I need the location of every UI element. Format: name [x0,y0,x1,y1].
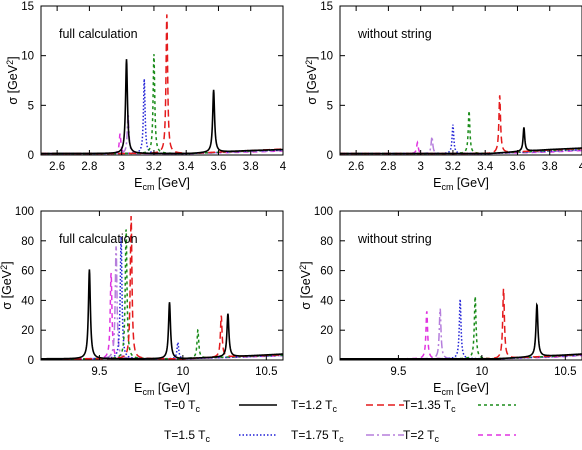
series-line-t-0-t-c [340,302,582,360]
x-tick-label: 3.2 [445,161,461,173]
legend-entry: T=1.35 Tc [403,398,516,414]
x-tick-label: 2.8 [380,161,396,173]
plot-area [340,95,582,155]
y-tick-label: 100 [15,206,34,218]
series-line-t-1-5-t-c [340,299,582,360]
plot-area [41,14,283,155]
x-tick-label: 2.8 [81,161,97,173]
y-axis-label: σ [GeV2] [0,261,14,309]
legend-label: T=1.75 Tc [291,428,344,444]
series-line-t-0-t-c [41,59,283,155]
plot-area [340,288,582,360]
plot-frame [40,210,284,361]
y-axis-label: σ [GeV2] [298,261,313,309]
series-line-t-2-t-c [41,272,283,360]
x-tick-label: 3.8 [243,161,259,173]
x-axis-label: Ecm [GeV] [134,176,190,192]
x-tick-label: 10.5 [255,366,277,378]
series-line-t-1-35-t-c [340,296,582,360]
chart-panel-bottom-right: 9.5 10 10.5 0 20 40 60 80 100 Ecm [GeV] σ [GeV2] wi… [298,206,582,397]
x-tick-label: 3.4 [178,161,195,173]
x-tick-label: 10 [475,366,488,378]
legend-label: T=2 Tc [403,428,439,444]
x-tick-label: 4 [579,161,582,173]
series-line-t-1-75-t-c [41,246,283,360]
chart-panel-bottom-left: 9.5 10 10.5 0 20 40 60 80 100 Ecm [GeV] σ [GeV2] fu… [0,206,284,397]
legend-label: T=0 Tc [164,398,200,414]
series-line-t-1-5-t-c [41,78,283,155]
x-tick-label: 10 [176,366,189,378]
x-tick-label: 10.5 [554,366,576,378]
legend-label: T=1.2 Tc [291,398,337,414]
legend-entry: T=1.5 Tc [164,428,277,444]
x-tick-label: 3.6 [210,161,226,173]
y-tick-label: 40 [320,295,333,307]
legend-label: T=1.5 Tc [164,428,210,444]
y-tick-label: 100 [314,206,333,218]
y-tick-label: 0 [28,150,34,162]
y-tick-label: 5 [327,100,333,112]
y-tick-label: 20 [21,325,34,337]
series-line-t-1-2-t-c [340,288,582,360]
y-axis-label: σ [GeV2] [5,56,20,104]
y-tick-label: 80 [21,236,34,248]
series-line-t-1-35-t-c [41,229,283,360]
legend-entry: T=0 Tc [164,398,277,414]
y-tick-label: 0 [327,355,333,367]
y-tick-label: 20 [320,325,333,337]
x-tick-label: 3 [118,161,124,173]
plot-area [41,216,283,360]
legend-entry: T=2 Tc [403,428,516,444]
y-tick-label: 0 [327,150,333,162]
y-tick-label: 80 [320,236,333,248]
series-line-t-0-t-c [340,127,582,155]
x-tick-label: 3.4 [477,161,494,173]
x-tick-label: 3.2 [146,161,162,173]
x-tick-label: 2.6 [49,161,65,173]
panel-annotation: without string [357,27,432,41]
legend-entry: T=1.75 Tc [291,428,404,444]
x-axis-label: Ecm [GeV] [433,176,489,192]
chart-panel-top-left: 2.6 2.8 3 3.2 3.4 3.6 3.8 4 0 5 10 15 Ecm [GeV] σ [Ge… [5,1,287,192]
chart-panel-top-right: 2.6 2.8 3 3.2 3.4 3.6 3.8 4 0 5 10 15 Ecm [GeV] σ [Ge… [304,1,582,192]
y-tick-label: 10 [320,51,333,63]
legend-label: T=1.35 Tc [403,398,456,414]
panel-annotation: full calculation [59,232,138,246]
y-tick-label: 15 [320,1,333,13]
series-line-t-1-5-t-c [41,236,283,360]
x-tick-label: 4 [280,161,287,173]
x-tick-label: 3.6 [509,161,525,173]
series-line-t-0-t-c [41,269,283,360]
y-axis-label: σ [GeV2] [304,56,319,104]
y-tick-label: 15 [21,1,34,13]
x-axis-label: Ecm [GeV] [433,381,489,397]
legend: T=0 Tc T=1.2 Tc T=1.35 Tc T=1.5 Tc T=1.75 Tc… [164,398,516,444]
x-tick-label: 9.5 [390,366,406,378]
x-tick-label: 3 [417,161,423,173]
plot-frame [40,5,284,156]
y-tick-label: 60 [21,266,34,278]
x-axis-label: Ecm [GeV] [134,381,190,397]
plot-frame [339,5,582,156]
plot-frame [339,210,582,361]
series-line-t-1-35-t-c [340,110,582,155]
panel-annotation: without string [357,232,432,246]
x-tick-label: 3.8 [542,161,558,173]
y-tick-label: 60 [320,266,333,278]
series-line-t-1-75-t-c [340,308,582,360]
y-tick-label: 5 [28,100,34,112]
y-tick-label: 0 [28,355,34,367]
y-tick-label: 40 [21,295,34,307]
legend-entry: T=1.2 Tc [291,398,404,414]
panel-annotation: full calculation [59,27,138,41]
y-tick-label: 10 [21,51,34,63]
series-line-t-1-35-t-c [41,54,283,155]
x-tick-label: 9.5 [91,366,107,378]
series-line-t-1-2-t-c [340,95,582,155]
x-tick-label: 2.6 [348,161,364,173]
